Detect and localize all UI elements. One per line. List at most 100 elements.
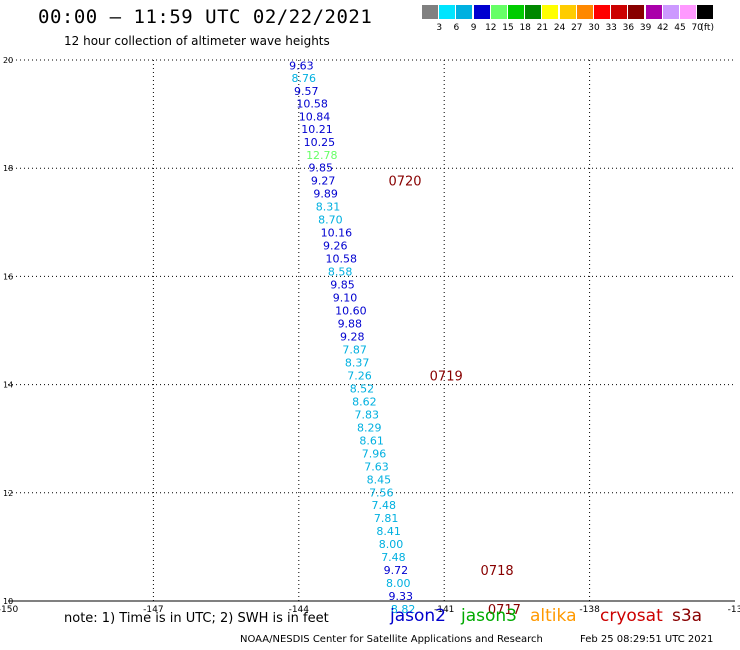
units-note: note: 1) Time is in UTC; 2) SWH is in fe… <box>64 611 329 626</box>
wave-height-label: 8.62 <box>352 395 377 408</box>
wave-height-label: 10.16 <box>321 227 353 240</box>
wave-height-label: 8.52 <box>350 382 375 395</box>
legend-label: 42 <box>657 23 669 33</box>
wave-height-label: 9.63 <box>289 59 314 72</box>
wave-height-label: 9.33 <box>388 590 413 603</box>
satellite-jason3: jason3 <box>461 606 517 626</box>
wave-height-label: 7.48 <box>372 499 397 512</box>
wave-height-label: 8.00 <box>386 577 411 590</box>
legend-label: 33 <box>605 23 617 33</box>
legend-label: 24 <box>553 23 566 33</box>
wave-height-label: 8.70 <box>318 214 343 227</box>
wave-height-label: 8.37 <box>345 356 370 369</box>
wave-height-label: 8.61 <box>359 434 384 447</box>
wave-height-label: 9.57 <box>294 85 319 98</box>
satellite-s3a: s3a <box>672 606 703 626</box>
wave-height-label: 12.78 <box>306 149 338 162</box>
legend-swatch <box>576 5 593 19</box>
satellite-cryosat: cryosat <box>600 606 663 626</box>
legend-swatch <box>473 5 490 19</box>
legend-label: 6 <box>453 23 460 33</box>
wave-height-label: 9.10 <box>333 291 358 304</box>
time-annotation: 0717 <box>488 603 521 618</box>
wave-height-label: 8.31 <box>316 201 341 214</box>
page-title: 00:00 – 11:59 UTC 02/22/2021 <box>38 6 373 28</box>
wave-height-label: 10.25 <box>304 136 336 149</box>
legend-swatch <box>594 5 610 19</box>
legend-swatch <box>628 5 645 19</box>
legend-label: 3 <box>436 23 443 33</box>
legend-label: 9 <box>470 23 477 33</box>
wave-height-label: 7.83 <box>355 408 380 421</box>
wave-height-label: 10.84 <box>299 110 331 123</box>
wave-height-label: 9.27 <box>311 175 336 188</box>
legend-label: 36 <box>622 23 635 33</box>
wave-height-label: 9.72 <box>384 564 409 577</box>
legend-label: 12 <box>485 23 497 33</box>
legend-label: 18 <box>519 23 531 33</box>
legend-swatch <box>611 5 628 19</box>
wave-height-label: 9.26 <box>323 240 348 253</box>
y-tick-label: 18 <box>3 164 13 173</box>
legend-label: 30 <box>588 23 600 33</box>
legend-swatch <box>680 5 696 19</box>
x-tick-label: -13 <box>728 605 740 615</box>
legend-swatch <box>645 5 662 19</box>
y-tick-label: 14 <box>3 381 13 390</box>
wave-height-label: 8.58 <box>328 266 353 279</box>
wave-height-label: 8.82 <box>391 603 416 616</box>
wave-height-label: 8.29 <box>357 421 382 434</box>
legend-label: 39 <box>639 23 652 33</box>
legend-swatch <box>525 5 542 19</box>
legend-unit: (ft) <box>700 23 714 33</box>
credit-text: NOAA/NESDIS Center for Satellite Applica… <box>240 634 543 645</box>
satellite-altika: altika <box>530 606 577 626</box>
time-annotation: 0719 <box>430 369 463 384</box>
legend-swatch <box>490 5 507 19</box>
wave-height-label: 10.60 <box>335 304 367 317</box>
wave-height-label: 9.89 <box>313 188 338 201</box>
wave-height-label: 8.76 <box>292 72 317 85</box>
y-tick-label: 20 <box>3 56 13 65</box>
time-annotation: 0720 <box>388 175 421 190</box>
wave-height-label: 7.56 <box>369 486 394 499</box>
legend-swatch <box>456 5 473 19</box>
wave-height-label: 8.41 <box>376 525 401 538</box>
legend-label: 45 <box>674 23 686 33</box>
legend-label: 70 <box>691 23 703 33</box>
wave-height-label: 7.26 <box>347 369 372 382</box>
legend-swatch <box>508 5 524 19</box>
y-tick-label: 16 <box>3 272 13 281</box>
x-tick-label: -141 <box>434 605 454 615</box>
wave-height-label: 7.81 <box>374 512 399 525</box>
legend-swatch <box>697 5 714 19</box>
wave-height-label: 9.28 <box>340 330 365 343</box>
x-tick-label: -138 <box>579 605 600 615</box>
legend-swatch <box>439 5 456 19</box>
legend-swatch <box>662 5 679 19</box>
wave-height-label: 9.85 <box>330 279 355 292</box>
timestamp-text: Feb 25 08:29:51 UTC 2021 <box>580 634 714 645</box>
wave-height-label: 10.21 <box>301 123 333 136</box>
legend-label: 21 <box>536 23 549 33</box>
wave-height-label: 9.85 <box>308 162 333 175</box>
wave-height-label: 10.58 <box>325 253 357 266</box>
legend-label: 15 <box>502 23 514 33</box>
legend-swatch <box>542 5 559 19</box>
wave-height-label: 8.45 <box>367 473 392 486</box>
x-tick-label: -144 <box>289 605 310 615</box>
wave-height-label: 10.58 <box>296 97 328 110</box>
wave-height-label: 7.63 <box>364 460 389 473</box>
x-tick-label: -147 <box>143 605 163 615</box>
x-tick-label: -150 <box>0 605 18 615</box>
wave-height-label: 7.87 <box>342 343 367 356</box>
legend-label: 27 <box>571 23 583 33</box>
satellite-jason2: jason2 <box>390 606 446 626</box>
wave-height-label: 8.00 <box>379 538 404 551</box>
legend-swatch <box>422 5 438 19</box>
wave-height-label: 9.88 <box>338 317 363 330</box>
legend-swatch <box>559 5 576 19</box>
y-tick-label: 12 <box>3 489 13 498</box>
